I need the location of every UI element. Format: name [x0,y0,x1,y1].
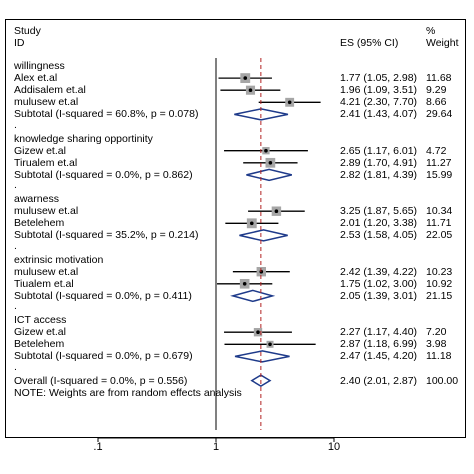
study-point [242,282,247,286]
study-ci-text: 2.89 (1.70, 4.91) [340,156,418,169]
study-label: Gizew et.al [14,326,66,339]
group-title: ICT access [14,314,67,327]
study-point [243,76,248,80]
study-label: mulusew et.al [14,205,79,218]
study-ci-text: 4.21 (2.30, 7.70) [340,96,418,109]
study-ci-text: 2.01 (1.20, 3.38) [340,217,418,230]
study-weight: 10.34 [426,205,453,218]
subtotal-weight: 22.05 [426,229,453,242]
study-weight: 3.98 [426,338,447,351]
study-point [256,330,260,335]
study-ci-text: 1.77 (1.05, 2.98) [340,72,418,85]
subtotal-weight: 21.15 [426,289,453,302]
study-weight: 10.92 [426,277,453,290]
note-text: NOTE: Weights are from random effects an… [14,386,242,399]
group-title: extrinsic motivation [14,253,104,266]
x-tick-label: 10 [327,441,341,453]
subtotal-ci-text: 2.82 (1.81, 4.39) [340,168,418,181]
header-es: ES (95% CI) [340,37,399,49]
x-tick-label: 1 [212,441,220,453]
study-point [249,221,254,226]
study-label: Tirualem et.al [14,156,78,169]
header-study: Study [14,25,41,37]
study-weight: 10.23 [426,265,453,278]
subtotal-label: Subtotal (I-squared = 60.8%, p = 0.078) [14,108,199,121]
subtotal-ci-text: 2.41 (1.43, 4.07) [340,108,418,121]
study-ci-text: 1.75 (1.02, 3.00) [340,277,418,290]
study-label: Betelehem [14,217,65,230]
group-separator: . [14,179,17,191]
subtotal-ci-text: 2.47 (1.45, 4.20) [340,350,418,363]
group-title: willingness [14,60,65,72]
header-id: ID [14,37,25,49]
study-point [264,148,268,153]
subtotal-diamond [246,168,292,182]
study-weight: 11.68 [426,72,452,85]
subtotal-diamond [234,108,289,121]
header-weight: Weight [426,37,459,49]
study-point [268,342,272,347]
study-weight: 7.20 [426,326,447,339]
x-tick-label: .1 [93,441,103,453]
study-label: Addisalem et.al [14,84,86,97]
study-point [287,100,292,105]
group-title: awarness [14,193,59,206]
overall-diamond [250,374,272,387]
subtotal-weight: 29.64 [426,108,453,121]
overall-ci-text: 2.40 (2.01, 2.87) [340,374,418,387]
study-ci-text: 2.87 (1.18, 6.99) [340,338,418,351]
study-weight: 11.71 [426,217,452,230]
header-percent: % [426,25,436,37]
group-separator: . [14,360,17,373]
study-point [274,209,279,213]
group-separator: . [14,118,17,131]
subtotal-ci-text: 2.53 (1.58, 4.05) [340,229,418,242]
subtotal-ci-text: 2.05 (1.39, 3.01) [340,289,418,302]
subtotal-diamond [239,229,288,242]
study-ci-text: 2.27 (1.17, 4.40) [340,326,418,339]
subtotal-label: Subtotal (I-squared = 35.2%, p = 0.214) [14,229,199,242]
study-weight: 9.29 [426,84,447,97]
subtotal-label: Subtotal (I-squared = 0.0%, p = 0.411) [14,289,192,302]
subtotal-weight: 15.99 [426,168,453,181]
overall-label: Overall (I-squared = 0.0%, p = 0.556) [14,374,188,387]
group-separator: . [14,239,17,252]
study-label: Alex et.al [14,72,58,85]
study-label: mulusew et.al [14,265,79,278]
subtotal-diamond [230,289,276,303]
study-weight: 8.66 [426,96,447,109]
study-ci-text: 2.42 (1.39, 4.22) [340,265,418,278]
study-point [268,161,273,165]
subtotal-weight: 11.18 [426,350,452,363]
overall-weight: 100.00 [426,374,459,387]
group-separator: . [14,300,17,312]
study-ci-text: 2.65 (1.17, 6.01) [340,144,418,157]
study-ci-text: 3.25 (1.87, 5.65) [340,205,418,218]
study-label: Tiualem et.al [14,277,74,290]
study-weight: 11.27 [426,156,452,169]
subtotal-diamond [234,350,290,363]
study-ci-text: 1.96 (1.09, 3.51) [340,84,418,97]
subtotal-label: Subtotal (I-squared = 0.0%, p = 0.679) [14,350,193,363]
study-point [248,88,253,92]
study-label: Betelehem [14,338,65,351]
group-title: knowledge sharing opportinity [14,132,153,145]
study-weight: 4.72 [426,144,447,157]
study-label: Gizew et.al [14,144,66,157]
study-label: mulusew et.al [14,96,79,109]
subtotal-label: Subtotal (I-squared = 0.0%, p = 0.862) [14,168,193,181]
